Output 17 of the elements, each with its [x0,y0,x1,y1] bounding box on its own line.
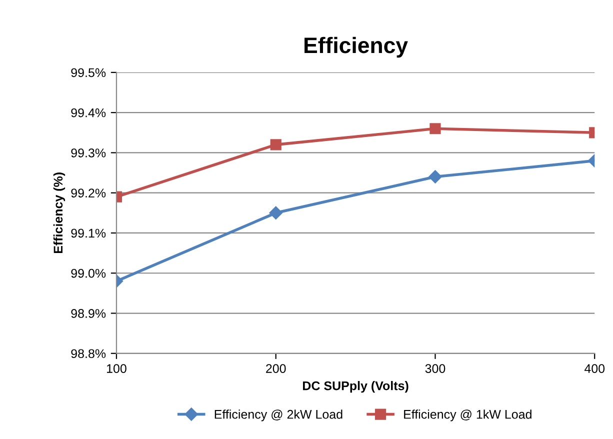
x-tick-label: 300 [425,364,446,373]
legend-label: Efficiency @ 1kW Load [404,410,532,422]
y-tick-label: 99.0% [71,268,106,278]
y-tick-label: 98.8% [71,349,106,358]
y-tick-label: 99.5% [71,68,106,78]
x-tick-label: 200 [266,364,286,373]
legend-label: Efficiency @ 2kW Load [214,410,342,422]
x-axis-title: DC SUPply (Volts) [303,381,408,393]
x-tick-label: 400 [584,364,605,373]
y-tick-label: 99.2% [71,188,106,198]
y-tick-label: 98.9% [71,309,106,318]
y-axis-title: Efficiency (%) [53,172,66,254]
chart-title: Efficiency [304,36,408,58]
y-tick-label: 99.4% [71,108,106,118]
y-tick-label: 99.1% [71,228,106,238]
y-tick-label: 99.3% [71,148,106,158]
x-tick-label: 100 [106,364,126,373]
